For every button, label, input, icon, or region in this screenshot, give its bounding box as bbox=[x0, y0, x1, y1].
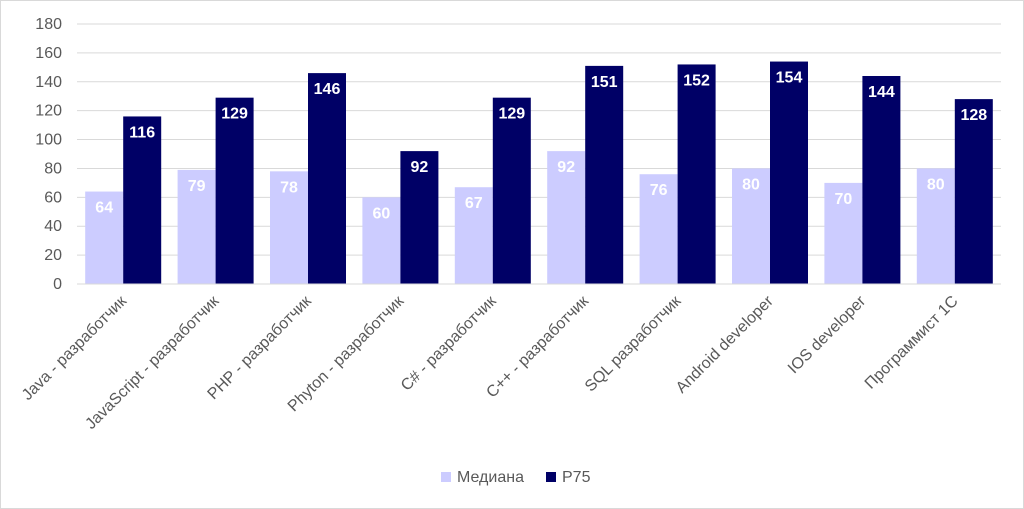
data-label: 146 bbox=[314, 81, 341, 98]
data-label: 129 bbox=[221, 106, 248, 123]
data-label: 152 bbox=[683, 72, 710, 89]
data-label: 70 bbox=[835, 191, 853, 208]
data-label: 79 bbox=[188, 178, 206, 195]
data-label: 144 bbox=[868, 84, 895, 101]
category-label: C# - разработчик bbox=[398, 292, 500, 394]
data-label: 78 bbox=[280, 179, 298, 196]
data-label: 129 bbox=[498, 106, 525, 123]
data-label: 76 bbox=[650, 182, 668, 199]
y-tick-label: 120 bbox=[35, 103, 62, 120]
y-tick-label: 160 bbox=[35, 45, 62, 62]
data-label: 128 bbox=[960, 107, 987, 124]
data-label: 67 bbox=[465, 195, 483, 212]
data-label: 60 bbox=[373, 205, 391, 222]
data-label: 92 bbox=[557, 159, 575, 176]
data-labels: 64 116 79 129 78 146 60 92 67 129 92 151 76 152 80 154 7… bbox=[95, 70, 987, 223]
bar-p75 bbox=[215, 97, 254, 285]
bar-mediana bbox=[639, 174, 678, 284]
bar-mediana bbox=[362, 197, 401, 284]
bar-mediana bbox=[177, 169, 216, 284]
data-label: 116 bbox=[129, 124, 155, 141]
legend: Медиана P75 bbox=[441, 469, 591, 486]
bar-p75 bbox=[123, 116, 162, 284]
bar-p75 bbox=[954, 99, 993, 284]
bar-p75 bbox=[308, 73, 346, 284]
bar-mediana bbox=[824, 182, 863, 284]
y-tick-label: 40 bbox=[44, 218, 62, 235]
bar-p75 bbox=[492, 97, 531, 285]
bar-mediana bbox=[85, 191, 124, 284]
y-tick-label: 180 bbox=[35, 16, 62, 33]
bar-mediana bbox=[732, 168, 770, 284]
y-axis-tick-labels: 0 20 40 60 80 100 120 140 160 180 bbox=[35, 16, 62, 293]
category-label: Android developer bbox=[673, 292, 777, 396]
data-label: 80 bbox=[927, 176, 945, 193]
category-label: Программист 1С bbox=[862, 293, 962, 393]
y-tick-label: 100 bbox=[35, 132, 62, 149]
data-label: 64 bbox=[95, 200, 113, 217]
data-label: 92 bbox=[411, 159, 429, 176]
bar-p75 bbox=[585, 65, 624, 284]
bar-p75 bbox=[400, 151, 439, 284]
bar-mediana bbox=[547, 151, 586, 284]
legend-label: Медиана bbox=[457, 469, 524, 486]
y-tick-label: 80 bbox=[44, 160, 62, 177]
category-label: IOS developer bbox=[785, 292, 870, 377]
y-tick-label: 0 bbox=[53, 276, 62, 293]
category-label: SQL разработчик bbox=[582, 292, 685, 395]
legend-swatch bbox=[546, 472, 556, 482]
y-tick-label: 60 bbox=[44, 189, 62, 206]
category-label: PHP - разработчик bbox=[205, 292, 316, 403]
bars bbox=[85, 61, 993, 285]
legend-swatch bbox=[441, 472, 451, 482]
bar-p75 bbox=[862, 76, 901, 284]
bar-mediana bbox=[454, 187, 493, 284]
bar-p75 bbox=[677, 64, 716, 284]
data-label: 151 bbox=[591, 74, 618, 91]
category-label: C++ - разработчик bbox=[483, 292, 592, 401]
bar-p75 bbox=[770, 61, 808, 284]
bar-mediana bbox=[916, 168, 955, 284]
y-tick-label: 20 bbox=[44, 247, 62, 264]
data-label: 80 bbox=[742, 176, 760, 193]
legend-label: P75 bbox=[562, 469, 591, 486]
data-label: 154 bbox=[776, 70, 803, 87]
bar-mediana bbox=[270, 171, 308, 284]
category-label: Java - разработчик bbox=[19, 292, 131, 404]
y-tick-label: 140 bbox=[35, 74, 62, 91]
